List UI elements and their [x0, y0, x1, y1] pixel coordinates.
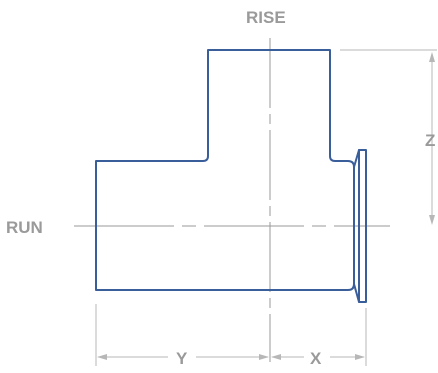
tee-body-outline: [95, 49, 355, 291]
clamp-ferrule-flange: [358, 149, 367, 303]
y-arrow-right: [259, 354, 269, 360]
z-arrow-bottom: [429, 215, 435, 225]
x-arrow-left: [271, 354, 281, 360]
run-label: RUN: [6, 218, 43, 237]
x-label: X: [310, 349, 322, 368]
y-arrow-left: [97, 354, 107, 360]
z-arrow-top: [429, 52, 435, 62]
y-label: Y: [176, 349, 188, 368]
z-label: Z: [425, 131, 435, 150]
x-arrow-right: [355, 354, 365, 360]
rise-label: RISE: [246, 8, 286, 27]
